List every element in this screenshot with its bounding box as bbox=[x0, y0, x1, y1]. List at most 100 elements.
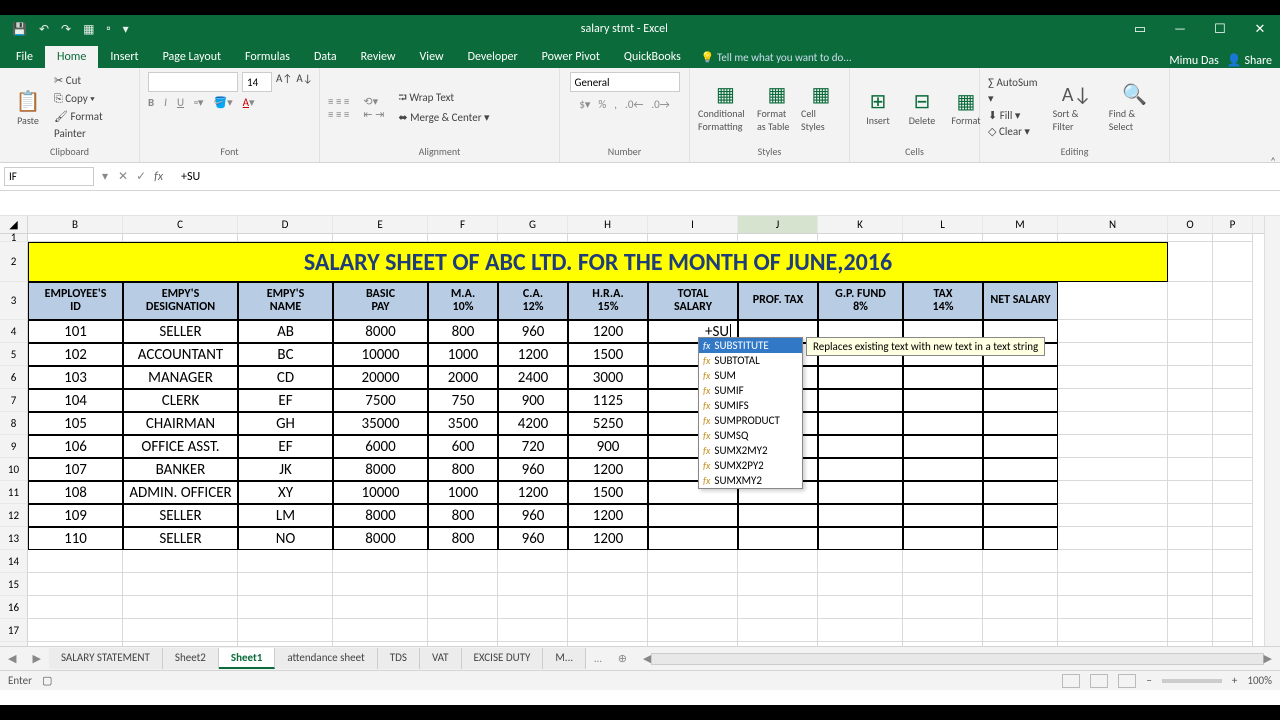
data-cell[interactable]: LM bbox=[238, 504, 333, 527]
sheet-tab[interactable]: M... bbox=[543, 648, 586, 669]
cell[interactable] bbox=[1168, 412, 1213, 435]
shrink-font-icon[interactable]: A↓ bbox=[296, 72, 312, 92]
data-cell[interactable]: 105 bbox=[28, 412, 123, 435]
cell[interactable] bbox=[648, 596, 738, 619]
tab-page-layout[interactable]: Page Layout bbox=[151, 46, 233, 68]
cell[interactable] bbox=[568, 234, 648, 242]
column-header[interactable]: F bbox=[428, 216, 498, 233]
cell[interactable] bbox=[983, 596, 1058, 619]
cell[interactable] bbox=[1168, 481, 1213, 504]
font-select[interactable] bbox=[148, 72, 238, 92]
sheet-tab[interactable]: Sheet1 bbox=[219, 648, 276, 669]
data-cell[interactable] bbox=[818, 366, 903, 389]
cell[interactable] bbox=[983, 550, 1058, 573]
cell[interactable] bbox=[28, 234, 123, 242]
column-header[interactable]: O bbox=[1168, 216, 1213, 233]
data-cell[interactable]: 7500 bbox=[333, 389, 428, 412]
row-header[interactable]: 13 bbox=[0, 527, 28, 550]
data-cell[interactable]: SELLER bbox=[123, 320, 238, 343]
table-header[interactable]: H.R.A.15% bbox=[568, 282, 648, 320]
sheet-tab[interactable]: VAT bbox=[420, 648, 462, 669]
sheet-nav-next-icon[interactable]: ▶ bbox=[24, 652, 48, 665]
table-header[interactable]: EMPY'SDESIGNATION bbox=[123, 282, 238, 320]
cell[interactable] bbox=[1213, 389, 1253, 412]
cell[interactable] bbox=[1213, 619, 1253, 642]
cell[interactable] bbox=[1058, 435, 1168, 458]
cell[interactable] bbox=[1213, 458, 1253, 481]
zoom-out-button[interactable]: − bbox=[1146, 674, 1151, 687]
data-cell[interactable]: 3500 bbox=[428, 412, 498, 435]
data-cell[interactable]: CHAIRMAN bbox=[123, 412, 238, 435]
autocomplete-item[interactable]: fxSUM bbox=[699, 368, 802, 383]
currency-icon[interactable]: $▾ bbox=[579, 98, 590, 111]
cell[interactable] bbox=[903, 619, 983, 642]
cell[interactable] bbox=[333, 573, 428, 596]
column-header[interactable]: M bbox=[983, 216, 1058, 233]
cell[interactable] bbox=[238, 573, 333, 596]
tab-home[interactable]: Home bbox=[45, 46, 98, 68]
data-cell[interactable]: 2000 bbox=[428, 366, 498, 389]
page-layout-view-button[interactable] bbox=[1090, 674, 1108, 688]
data-cell[interactable] bbox=[903, 527, 983, 550]
tab-formulas[interactable]: Formulas bbox=[233, 46, 302, 68]
cell[interactable] bbox=[1058, 412, 1168, 435]
cell[interactable] bbox=[1168, 389, 1213, 412]
column-header[interactable]: K bbox=[818, 216, 903, 233]
autocomplete-item[interactable]: fxSUMIFS bbox=[699, 398, 802, 413]
maximize-button[interactable]: ☐ bbox=[1200, 22, 1240, 37]
data-cell[interactable]: 3000 bbox=[568, 366, 648, 389]
copy-button[interactable]: ⎘ Copy ▾ bbox=[54, 90, 131, 108]
cell[interactable] bbox=[428, 234, 498, 242]
table-header[interactable]: M.A.10% bbox=[428, 282, 498, 320]
delete-button[interactable]: ⊟Delete bbox=[902, 89, 942, 127]
data-cell[interactable]: 1125 bbox=[568, 389, 648, 412]
data-cell[interactable]: SELLER bbox=[123, 504, 238, 527]
data-cell[interactable] bbox=[818, 504, 903, 527]
paste-button[interactable]: 📋Paste bbox=[8, 89, 48, 127]
cell[interactable] bbox=[1058, 320, 1168, 343]
undo-icon[interactable]: ↶ bbox=[39, 22, 49, 37]
font-color-button[interactable]: A▾ bbox=[243, 96, 255, 109]
row-header[interactable]: 7 bbox=[0, 389, 28, 412]
cell[interactable] bbox=[1213, 550, 1253, 573]
merge-center-button[interactable]: ⬌ Merge & Center ▾ bbox=[398, 108, 489, 128]
format-painter-button[interactable]: 🖌 Format Painter bbox=[54, 108, 131, 143]
table-header[interactable]: EMPLOYEE'SID bbox=[28, 282, 123, 320]
data-cell[interactable]: BC bbox=[238, 343, 333, 366]
cell[interactable] bbox=[738, 596, 818, 619]
data-cell[interactable]: 4200 bbox=[498, 412, 568, 435]
row-header[interactable]: 10 bbox=[0, 458, 28, 481]
column-header[interactable]: L bbox=[903, 216, 983, 233]
data-cell[interactable] bbox=[818, 435, 903, 458]
row-header[interactable]: 14 bbox=[0, 550, 28, 573]
cell[interactable] bbox=[1213, 282, 1253, 320]
spreadsheet-grid[interactable]: ◢ BCDEFGHIJKLMNOP 12SALARY SHEET OF ABC … bbox=[0, 216, 1280, 646]
indent-icon[interactable]: ⇤ ⇥ bbox=[363, 108, 384, 121]
cell[interactable] bbox=[498, 619, 568, 642]
data-cell[interactable]: 1000 bbox=[428, 481, 498, 504]
data-cell[interactable]: 10000 bbox=[333, 343, 428, 366]
column-header[interactable]: N bbox=[1058, 216, 1168, 233]
cell[interactable] bbox=[1058, 527, 1168, 550]
column-header[interactable]: D bbox=[238, 216, 333, 233]
data-cell[interactable]: NO bbox=[238, 527, 333, 550]
data-cell[interactable] bbox=[903, 481, 983, 504]
cell[interactable] bbox=[1213, 234, 1253, 242]
table-header[interactable]: EMPY'SNAME bbox=[238, 282, 333, 320]
cell[interactable] bbox=[1058, 458, 1168, 481]
tab-view[interactable]: View bbox=[408, 46, 456, 68]
wrap-text-button[interactable]: ⮒ Wrap Text bbox=[398, 88, 489, 108]
cell[interactable] bbox=[28, 550, 123, 573]
data-cell[interactable] bbox=[903, 458, 983, 481]
data-cell[interactable]: 6000 bbox=[333, 435, 428, 458]
comma-icon[interactable]: , bbox=[614, 98, 617, 111]
tab-developer[interactable]: Developer bbox=[456, 46, 530, 68]
table-header[interactable]: PROF. TAX bbox=[738, 282, 818, 320]
data-cell[interactable]: 1200 bbox=[568, 320, 648, 343]
table-header[interactable]: C.A.12% bbox=[498, 282, 568, 320]
cell[interactable] bbox=[568, 596, 648, 619]
cell[interactable] bbox=[1058, 619, 1168, 642]
clear-button[interactable]: ◇ Clear ▾ bbox=[988, 124, 1045, 141]
cell[interactable] bbox=[123, 234, 238, 242]
align-top-icon[interactable]: ≡ ≡ ≡ bbox=[328, 95, 349, 108]
